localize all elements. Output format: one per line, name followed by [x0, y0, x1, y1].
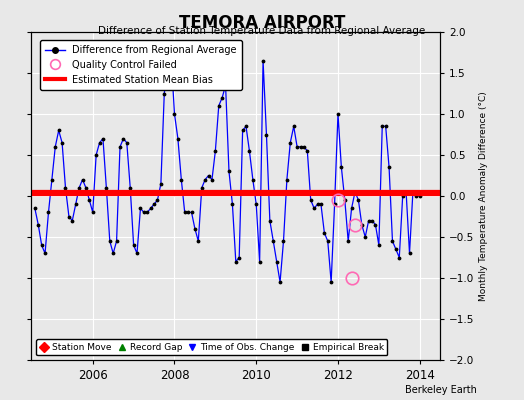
Legend: Station Move, Record Gap, Time of Obs. Change, Empirical Break: Station Move, Record Gap, Time of Obs. C…: [36, 339, 387, 356]
Text: Difference of Station Temperature Data from Regional Average: Difference of Station Temperature Data f…: [99, 26, 425, 36]
Y-axis label: Monthly Temperature Anomaly Difference (°C): Monthly Temperature Anomaly Difference (…: [479, 91, 488, 301]
Text: Berkeley Earth: Berkeley Earth: [405, 385, 477, 395]
Text: TEMORA AIRPORT: TEMORA AIRPORT: [179, 14, 345, 32]
